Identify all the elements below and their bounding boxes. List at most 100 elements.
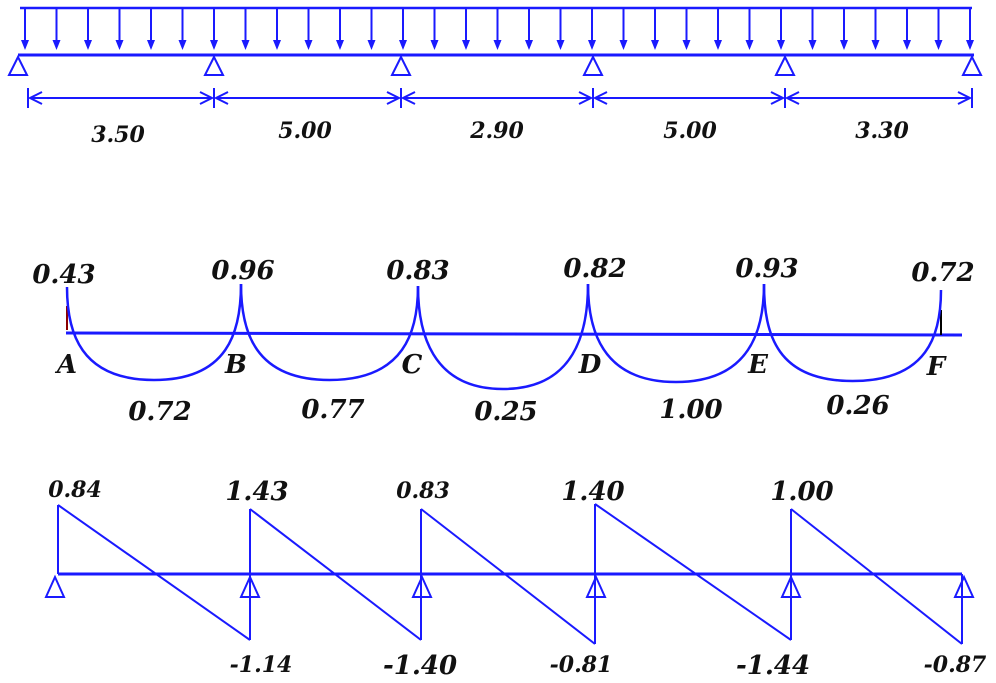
dimension-arrow-left-3 bbox=[400, 91, 416, 105]
shear-support-triangle-1 bbox=[44, 574, 66, 598]
dimension-arrow-right-1 bbox=[199, 91, 215, 105]
shear-right-1: -1.14 bbox=[230, 652, 293, 678]
span-moment-1: 0.72 bbox=[128, 397, 191, 427]
load-arrow-head bbox=[273, 40, 281, 50]
support-moment-c: 0.83 bbox=[386, 256, 449, 286]
span-length-2: 5.00 bbox=[278, 118, 332, 144]
load-arrow-head bbox=[966, 40, 974, 50]
span-length-5: 3.30 bbox=[855, 118, 909, 144]
shear-left-3: 0.83 bbox=[396, 478, 450, 504]
dimension-arrow-right-4 bbox=[770, 91, 786, 105]
dimension-arrow-right-5 bbox=[957, 91, 973, 105]
shear-left-5: 1.00 bbox=[770, 477, 833, 507]
support-triangle-6 bbox=[961, 54, 983, 76]
shear-right-5: -0.87 bbox=[924, 652, 987, 678]
loading-diagram: 3.50 5.00 2.90 5.00 3.30 bbox=[7, 6, 983, 148]
dimension-arrow-left-1 bbox=[27, 91, 43, 105]
load-arrow-head bbox=[430, 40, 439, 50]
load-arrow-head bbox=[52, 40, 61, 50]
shear-diagonal-3 bbox=[420, 508, 596, 645]
load-arrow-head bbox=[525, 40, 533, 50]
support-triangle-1 bbox=[7, 54, 29, 76]
load-arrow-head bbox=[871, 40, 880, 50]
top-supports bbox=[7, 54, 983, 76]
load-arrow-head bbox=[808, 40, 817, 50]
span-moment-3: 0.25 bbox=[474, 397, 537, 427]
dimension-arrow-right-2 bbox=[386, 91, 402, 105]
load-arrow-head bbox=[651, 40, 659, 50]
shear-right-4: -1.44 bbox=[736, 651, 810, 681]
span-length-4: 5.00 bbox=[663, 118, 717, 144]
shear-left-4: 1.40 bbox=[561, 477, 624, 507]
support-triangle-3 bbox=[390, 54, 412, 76]
moment-curve-span-2 bbox=[239, 283, 420, 382]
load-arrow-head bbox=[304, 40, 313, 50]
shear-support-triangle-3 bbox=[411, 574, 433, 598]
shear-support-triangle-4 bbox=[585, 574, 607, 598]
support-triangle-5 bbox=[774, 54, 796, 76]
load-arrow-head bbox=[588, 40, 596, 50]
support-label-f: F bbox=[926, 352, 947, 382]
load-arrow-head bbox=[178, 40, 187, 50]
support-moment-a: 0.43 bbox=[32, 260, 95, 290]
shear-diagonal-5 bbox=[790, 508, 963, 645]
moment-curve-span-3 bbox=[416, 283, 590, 391]
load-arrow-head bbox=[241, 40, 250, 50]
support-label-e: E bbox=[747, 350, 769, 380]
shear-left-1: 0.84 bbox=[48, 477, 102, 503]
shear-lines bbox=[57, 503, 963, 645]
load-arrows bbox=[21, 9, 974, 50]
moment-curve-span-1 bbox=[65, 283, 243, 382]
support-triangle-4 bbox=[582, 54, 604, 76]
shear-left-2: 1.43 bbox=[225, 477, 288, 507]
shear-diagonal-2 bbox=[249, 508, 422, 641]
span-dimensions bbox=[27, 88, 973, 108]
load-arrow-head bbox=[619, 40, 628, 50]
load-arrow-head bbox=[777, 40, 785, 50]
load-arrow-head bbox=[556, 40, 565, 50]
support-moment-e: 0.93 bbox=[735, 254, 798, 284]
load-arrow-head bbox=[21, 40, 29, 50]
moment-curve-span-4 bbox=[586, 283, 766, 384]
load-arrow-head bbox=[682, 40, 691, 50]
load-arrow-head bbox=[115, 40, 124, 50]
dimension-arrow-right-3 bbox=[578, 91, 594, 105]
moment-diagram: 0.43 0.96 0.83 0.82 0.93 0.72 A B C D E … bbox=[32, 254, 974, 427]
span-moment-2: 0.77 bbox=[301, 395, 364, 425]
support-label-d: D bbox=[578, 350, 602, 380]
support-triangle-2 bbox=[203, 54, 225, 76]
dimension-arrow-left-4 bbox=[592, 91, 608, 105]
support-moment-f: 0.72 bbox=[911, 258, 974, 288]
support-moment-b: 0.96 bbox=[211, 256, 274, 286]
support-label-b: B bbox=[224, 350, 247, 380]
moment-curve-span-5 bbox=[762, 283, 943, 383]
load-arrow-head bbox=[84, 40, 92, 50]
dimension-arrow-left-2 bbox=[213, 91, 229, 105]
load-arrow-head bbox=[840, 40, 848, 50]
shear-diagram: 0.84 1.43 0.83 1.40 1.00 -1.14 -1.40 -0.… bbox=[44, 477, 987, 681]
shear-support-triangle-6 bbox=[953, 574, 975, 598]
load-arrow-head bbox=[210, 40, 218, 50]
shear-support-triangle-2 bbox=[239, 574, 261, 598]
span-length-1: 3.50 bbox=[91, 122, 145, 148]
load-arrow-head bbox=[367, 40, 376, 50]
load-arrow-head bbox=[745, 40, 754, 50]
dimension-arrow-left-5 bbox=[784, 91, 800, 105]
load-arrow-head bbox=[336, 40, 344, 50]
shear-support-triangle-5 bbox=[780, 574, 802, 598]
shear-right-2: -1.40 bbox=[383, 651, 457, 681]
bottom-supports bbox=[44, 574, 975, 598]
load-arrow-head bbox=[399, 40, 407, 50]
span-moment-5: 0.26 bbox=[826, 391, 889, 421]
moment-curves bbox=[65, 283, 943, 391]
shear-diagonal-4 bbox=[594, 503, 792, 641]
shear-diagonal-1 bbox=[57, 504, 251, 641]
load-arrow-head bbox=[147, 40, 155, 50]
load-arrow-head bbox=[462, 40, 470, 50]
support-moment-d: 0.82 bbox=[563, 254, 626, 284]
load-arrow-head bbox=[714, 40, 722, 50]
load-arrow-head bbox=[493, 40, 502, 50]
moment-baseline bbox=[65, 331, 963, 337]
load-arrow-head bbox=[903, 40, 911, 50]
